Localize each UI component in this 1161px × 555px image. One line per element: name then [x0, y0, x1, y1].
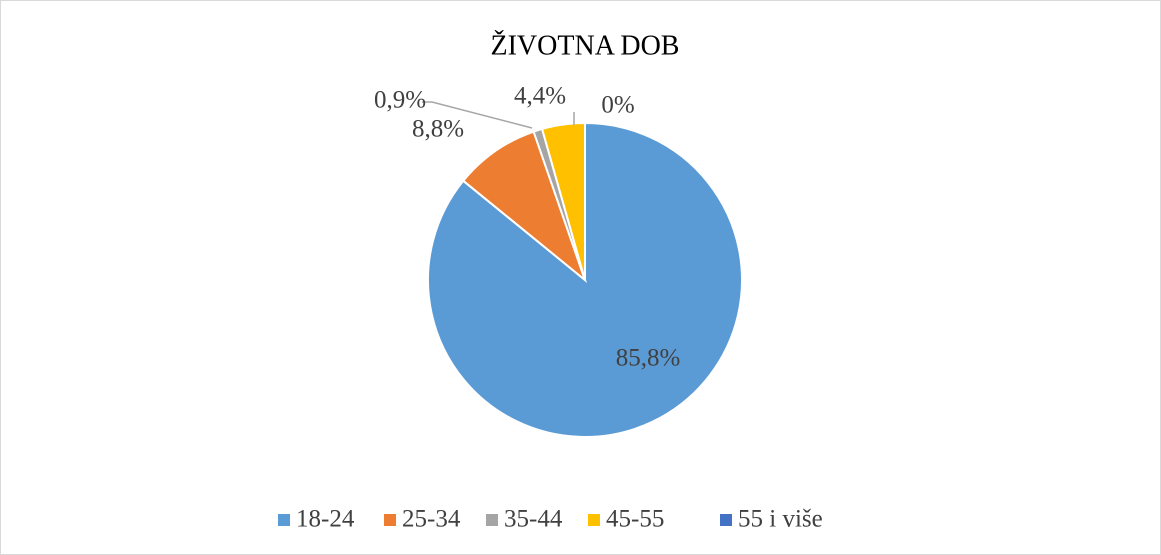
legend-swatch [720, 514, 732, 526]
pie-slice [461, 130, 588, 283]
legend-swatch [384, 514, 396, 526]
data-label: 85,8% [616, 345, 681, 372]
legend-swatch [278, 514, 290, 526]
chart-title: ŽIVOTNA DOB [491, 30, 680, 61]
legend-label: 25-34 [402, 506, 461, 533]
legend-swatch [486, 514, 498, 526]
leader-line [422, 101, 533, 129]
legend-label: 18-24 [296, 506, 355, 533]
legend-label: 55 i više [738, 506, 823, 533]
data-label: 0% [601, 92, 634, 119]
data-label: 8,8% [412, 116, 464, 143]
pie-slice [540, 121, 586, 281]
legend-label: 45-55 [606, 506, 664, 533]
data-label: 4,4% [514, 83, 566, 110]
legend-label: 35-44 [504, 506, 563, 533]
data-label: 0,9% [374, 87, 426, 114]
legend-swatch [588, 514, 600, 526]
